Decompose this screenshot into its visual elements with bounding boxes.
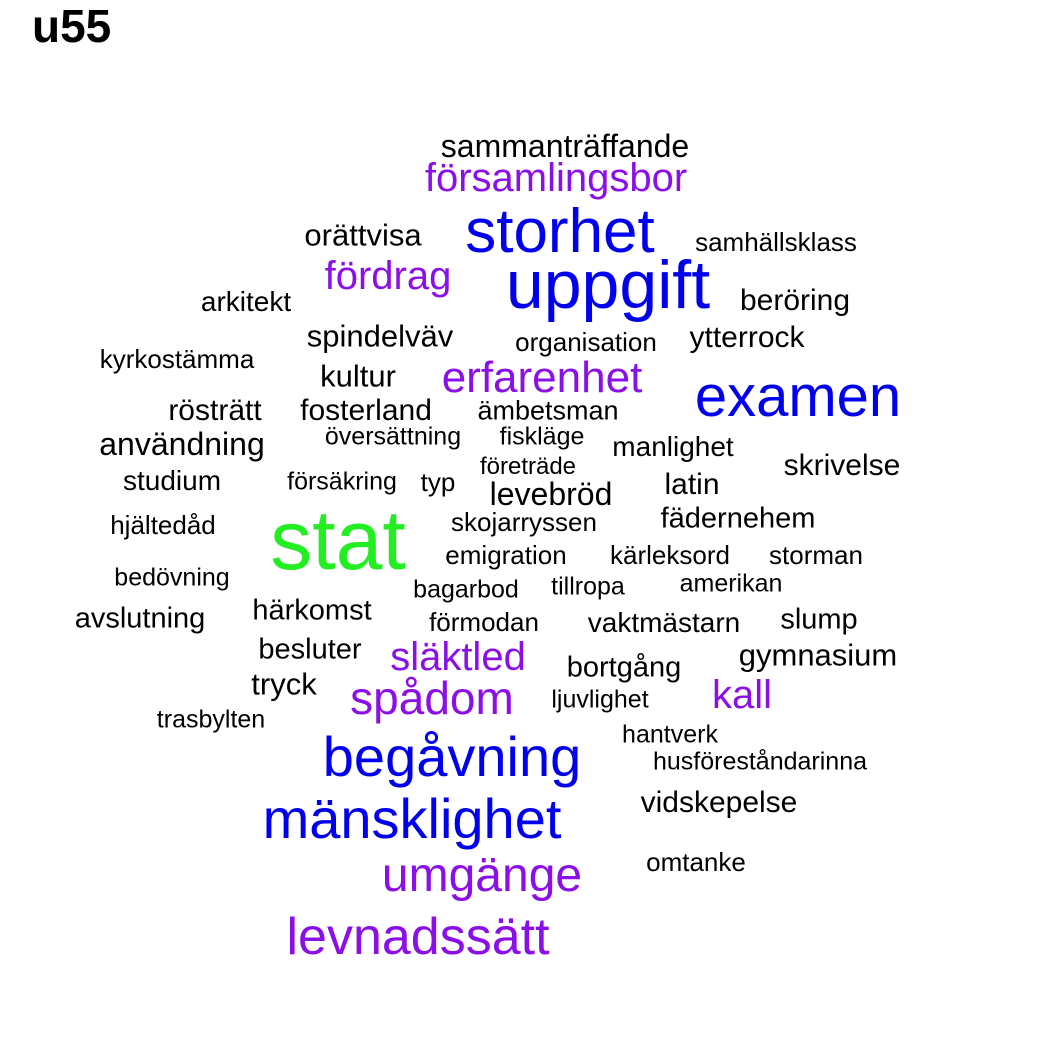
word-58: ljuvlighet [551, 685, 649, 714]
word-60: hantverk [622, 720, 718, 749]
word-22: ytterrock [689, 321, 805, 354]
word-1: stat [270, 493, 406, 587]
word-62: vidskepelse [640, 786, 798, 819]
word-39: hjältedåd [110, 510, 216, 540]
page-title: u55 [32, 0, 112, 52]
word-37: levebröd [489, 476, 613, 512]
word-55: bortgång [566, 651, 682, 684]
word-40: skojarryssen [451, 507, 597, 537]
word-48: amerikan [679, 569, 783, 598]
word-52: vaktmästarn [587, 607, 741, 638]
word-15: sammanträffande [440, 128, 690, 164]
word-33: skrivelse [783, 449, 901, 482]
word-13: umgänge [381, 849, 583, 902]
word-27: ämbetsman [477, 395, 619, 426]
word-35: försäkring [287, 467, 397, 496]
word-24: kultur [320, 358, 396, 394]
word-14: levnadssätt [286, 908, 550, 966]
word-42: emigration [445, 540, 567, 570]
word-50: härkomst [252, 594, 372, 627]
word-41: fädernehem [660, 502, 816, 535]
word-6: mänsklighet [262, 787, 562, 850]
word-49: avslutning [74, 602, 206, 635]
word-4: examen [694, 364, 902, 429]
word-32: företräde [479, 453, 577, 480]
word-19: beröring [739, 284, 851, 317]
word-18: arkitekt [200, 286, 292, 317]
word-25: rösträtt [168, 394, 262, 427]
word-61: husföreståndarinna [652, 747, 868, 776]
word-47: tillropa [551, 572, 625, 601]
word-36: typ [420, 467, 456, 497]
word-54: besluter [258, 633, 362, 666]
word-17: samhällsklass [695, 227, 857, 257]
word-9: erfarenhet [441, 353, 643, 402]
word-8: fördrag [324, 254, 452, 298]
word-46: bagarbod [413, 575, 519, 604]
word-12: kall [711, 673, 773, 717]
word-31: manlighet [612, 431, 734, 462]
word-2: storhet [465, 197, 655, 266]
word-23: kyrkostämma [99, 344, 255, 374]
word-30: fiskläge [499, 422, 585, 451]
word-3: uppgift [505, 247, 711, 323]
word-26: fosterland [300, 394, 432, 427]
word-53: slump [780, 603, 858, 636]
word-34: studium [122, 465, 222, 496]
word-7: församlingsbor [424, 156, 688, 200]
word-21: organisation [515, 327, 657, 357]
word-10: släktled [390, 635, 526, 679]
word-20: spindelväv [306, 318, 454, 354]
word-11: spådom [350, 672, 514, 724]
word-51: förmodan [429, 607, 539, 637]
word-59: trasbylten [156, 705, 266, 734]
word-43: kärleksord [610, 540, 730, 570]
word-38: latin [664, 468, 720, 501]
word-57: tryck [251, 666, 317, 702]
word-16: orättvisa [304, 217, 422, 253]
word-45: bedövning [114, 563, 230, 592]
word-28: användning [99, 426, 265, 462]
word-29: översättning [324, 422, 462, 451]
word-5: begåvning [322, 725, 582, 788]
word-63: omtanke [646, 847, 746, 877]
word-44: storman [769, 540, 863, 570]
word-56: gymnasium [738, 637, 898, 673]
